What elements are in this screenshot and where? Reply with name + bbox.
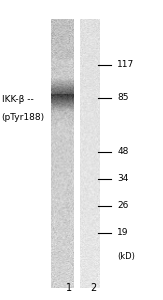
Text: 48: 48 (117, 147, 129, 156)
Text: 2: 2 (91, 283, 97, 293)
Text: 26: 26 (117, 201, 129, 210)
Text: 34: 34 (117, 174, 129, 183)
Text: 85: 85 (117, 93, 129, 102)
Text: (pTyr188): (pTyr188) (2, 112, 45, 122)
Text: 19: 19 (117, 228, 129, 237)
Text: 117: 117 (117, 60, 135, 69)
Text: (kD): (kD) (117, 252, 135, 261)
Text: 1: 1 (66, 283, 72, 293)
Text: IKK-β --: IKK-β -- (2, 94, 33, 103)
